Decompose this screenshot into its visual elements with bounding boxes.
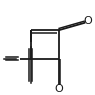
Text: O: O xyxy=(84,16,92,26)
Text: O: O xyxy=(54,84,63,94)
